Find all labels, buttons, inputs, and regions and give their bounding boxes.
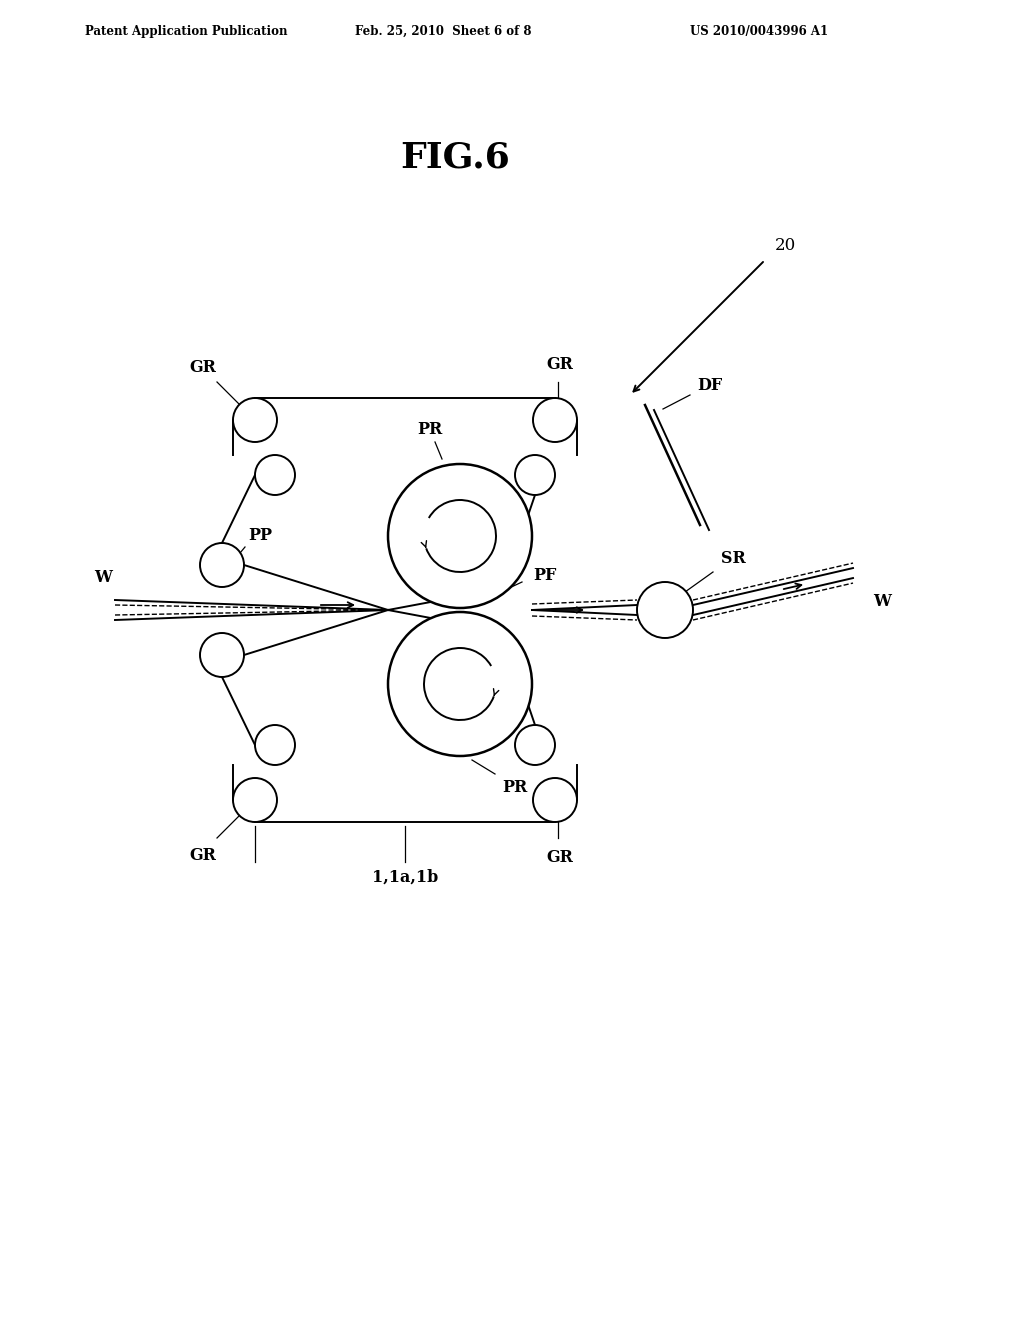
Text: 20: 20	[775, 236, 797, 253]
Text: PR: PR	[503, 780, 527, 796]
Text: SR: SR	[721, 549, 745, 566]
Circle shape	[200, 543, 244, 587]
Circle shape	[200, 634, 244, 677]
Text: 1,1a,1b: 1,1a,1b	[372, 869, 438, 886]
Circle shape	[515, 455, 555, 495]
Circle shape	[388, 465, 532, 609]
Circle shape	[233, 399, 278, 442]
Text: GR: GR	[547, 850, 573, 866]
Circle shape	[515, 725, 555, 766]
Text: PP: PP	[248, 527, 272, 544]
Circle shape	[233, 777, 278, 822]
Text: PR: PR	[418, 421, 442, 437]
Text: W: W	[94, 569, 112, 586]
Text: Feb. 25, 2010  Sheet 6 of 8: Feb. 25, 2010 Sheet 6 of 8	[355, 25, 531, 38]
Text: US 2010/0043996 A1: US 2010/0043996 A1	[690, 25, 828, 38]
Circle shape	[637, 582, 693, 638]
Circle shape	[255, 725, 295, 766]
Text: GR: GR	[189, 846, 216, 863]
Text: GR: GR	[189, 359, 216, 376]
Text: FIG.6: FIG.6	[400, 140, 510, 174]
Text: PF: PF	[534, 566, 557, 583]
Circle shape	[534, 777, 577, 822]
Text: DF: DF	[697, 376, 723, 393]
Circle shape	[388, 612, 532, 756]
Circle shape	[534, 399, 577, 442]
Text: W: W	[873, 593, 891, 610]
Circle shape	[255, 455, 295, 495]
Text: GR: GR	[547, 356, 573, 374]
Text: Patent Application Publication: Patent Application Publication	[85, 25, 288, 38]
